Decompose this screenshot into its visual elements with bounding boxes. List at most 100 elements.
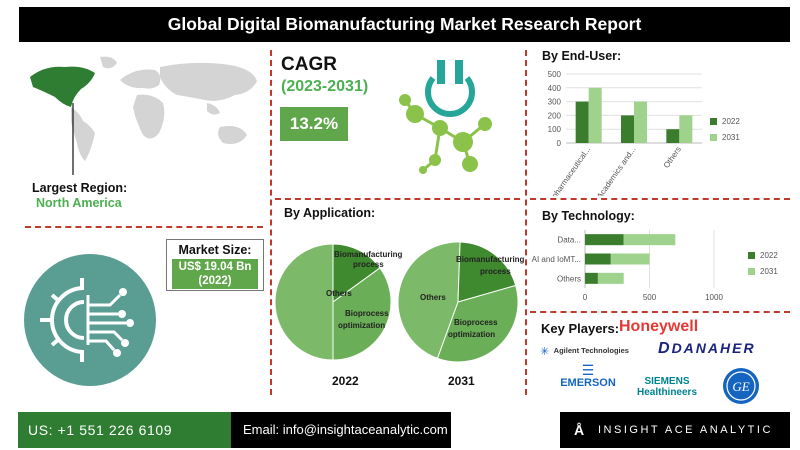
pie-chart-2022	[274, 243, 392, 361]
agilent-spark-icon: ✳	[540, 346, 550, 358]
divider-right	[525, 50, 527, 395]
technology-legend: 2022 2031	[748, 251, 778, 276]
end-user-legend-label: 2031	[722, 133, 740, 142]
technology-bar	[610, 253, 650, 265]
technology-category-label: AI and IoMT...	[532, 255, 581, 264]
technology-bars	[585, 234, 676, 284]
pie-2022-year: 2022	[332, 374, 359, 388]
pie-chart-2031	[397, 241, 519, 363]
pie-2022-label-bioprocess-1: Bioprocess	[345, 309, 389, 318]
end-user-bar-chart: 0 100 200 300 400 500 Biopharmaceutical... Acad…	[543, 70, 740, 196]
agilent-logo: ✳ Agilent Technologies	[540, 342, 640, 358]
brand-a-icon: Å	[574, 422, 585, 438]
pie-2031-label-biomanufacturing-2: process	[480, 267, 511, 276]
market-size-box: Market Size: US$ 19.04 Bn (2022)	[166, 239, 264, 291]
divider-left-h	[25, 226, 263, 228]
market-size-value-box: US$ 19.04 Bn (2022)	[172, 259, 258, 289]
pie-2031-label-others: Others	[420, 293, 446, 302]
technology-bar	[597, 272, 624, 284]
pie-2031-year: 2031	[448, 374, 475, 388]
ge-logo: GE	[723, 368, 759, 404]
pie-slice	[332, 267, 392, 361]
pie-2022-label-biomanufacturing-1: Biomanufacturing	[334, 250, 403, 259]
end-user-ytick: 300	[548, 98, 562, 107]
technology-title: By Technology:	[542, 209, 635, 223]
region-pointer-line	[72, 103, 74, 175]
pie-2022-label-bioprocess-2: optimization	[338, 321, 385, 330]
cagr-value: 13.2%	[280, 107, 348, 141]
pie-slice	[274, 243, 334, 361]
end-user-category-label: Academics and...	[595, 145, 638, 196]
emerson-logo: ☰ EMERSON	[556, 363, 620, 397]
technology-legend-label: 2031	[760, 267, 778, 276]
footer-phone[interactable]: US: +1 551 226 6109	[28, 422, 173, 438]
danaher-d-icon: D	[658, 340, 672, 357]
siemens-logo: SIEMENS Healthineers	[636, 376, 698, 398]
end-user-ticks: 0 100 200 300 400 500 Biopharmaceutical... Acad…	[543, 70, 683, 196]
footer-email-bar: Email: info@insightaceanalytic.com	[231, 412, 451, 448]
technology-bar-chart: 0 500 1000 Data... AI and IoMT... Others 2022…	[532, 230, 778, 302]
divider-mid-h	[275, 198, 520, 200]
technology-xtick: 0	[583, 293, 588, 302]
ge-logo-text: GE	[732, 379, 749, 394]
footer-brand: INSIGHT ACE ANALYTIC	[598, 424, 773, 436]
danaher-logo: DDANAHER	[658, 340, 756, 358]
emerson-logo-text: EMERSON	[560, 377, 616, 389]
end-user-bar	[575, 101, 589, 143]
cagr-period: (2023-2031)	[281, 78, 369, 95]
end-user-category-label: Others	[662, 145, 683, 170]
world-map-image	[30, 56, 257, 165]
technology-bar	[585, 234, 624, 246]
application-title: By Application:	[284, 206, 376, 220]
end-user-bar	[621, 115, 634, 143]
pie-2031-label-biomanufacturing-1: Biomanufacturing	[456, 255, 525, 264]
market-size-year: (2022)	[198, 275, 232, 287]
pie-2022-label-biomanufacturing-2: process	[353, 260, 384, 269]
gear-circuit-icon	[24, 254, 156, 386]
technology-bar	[623, 234, 676, 246]
end-user-ytick: 200	[548, 111, 562, 120]
end-user-legend: 2022 2031	[710, 117, 740, 142]
title-bar: Global Digital Biomanufacturing Market R…	[19, 7, 790, 42]
end-user-ytick: 100	[548, 125, 562, 134]
end-user-legend-label: 2022	[722, 117, 740, 126]
page-title: Global Digital Biomanufacturing Market R…	[167, 14, 642, 34]
technology-category-label: Others	[557, 274, 581, 283]
pie-slice	[397, 241, 461, 360]
divider-right-h1	[530, 198, 790, 200]
largest-region-label: Largest Region:	[32, 181, 128, 195]
end-user-ytick: 0	[557, 139, 562, 148]
technology-bar	[585, 272, 598, 284]
footer-email[interactable]: Email: info@insightaceanalytic.com	[243, 422, 448, 437]
cagr-label: CAGR	[281, 54, 337, 75]
market-size-value: US$ 19.04 Bn	[178, 261, 252, 273]
pie-2031-label-bioprocess-1: Bioprocess	[454, 318, 498, 327]
molecule-icon	[399, 60, 492, 174]
end-user-category-label: Biopharmaceutical...	[543, 145, 592, 196]
largest-region-value: North America	[36, 196, 122, 210]
end-user-bar	[679, 115, 693, 143]
end-user-legend-swatch	[710, 134, 717, 141]
divider-left	[270, 50, 272, 395]
footer-brand-bar: Å INSIGHT ACE ANALYTIC	[560, 412, 790, 448]
end-user-ytick: 500	[548, 70, 562, 79]
danaher-logo-text: DANAHER	[671, 340, 756, 356]
end-user-bar	[634, 101, 647, 143]
technology-xtick: 500	[643, 293, 657, 302]
agilent-logo-text: Agilent Technologies	[553, 346, 629, 355]
technology-category-label: Data...	[557, 236, 581, 245]
technology-ticks: 0 500 1000 Data... AI and IoMT... Others	[532, 236, 724, 302]
emerson-mark-icon: ☰	[581, 362, 595, 378]
end-user-bars	[575, 87, 693, 143]
technology-legend-swatch	[748, 252, 755, 259]
footer-phone-bar: US: +1 551 226 6109	[18, 412, 231, 448]
key-players-title: Key Players:	[541, 321, 620, 336]
end-user-bar	[666, 129, 680, 143]
pie-slice	[436, 284, 519, 363]
technology-bar	[585, 253, 611, 265]
application-pie-charts: Others Biomanufacturing process Bioproce…	[274, 241, 525, 388]
technology-xtick: 1000	[705, 293, 723, 302]
end-user-title: By End-User:	[542, 49, 622, 63]
end-user-legend-swatch	[710, 118, 717, 125]
technology-legend-label: 2022	[760, 251, 778, 260]
